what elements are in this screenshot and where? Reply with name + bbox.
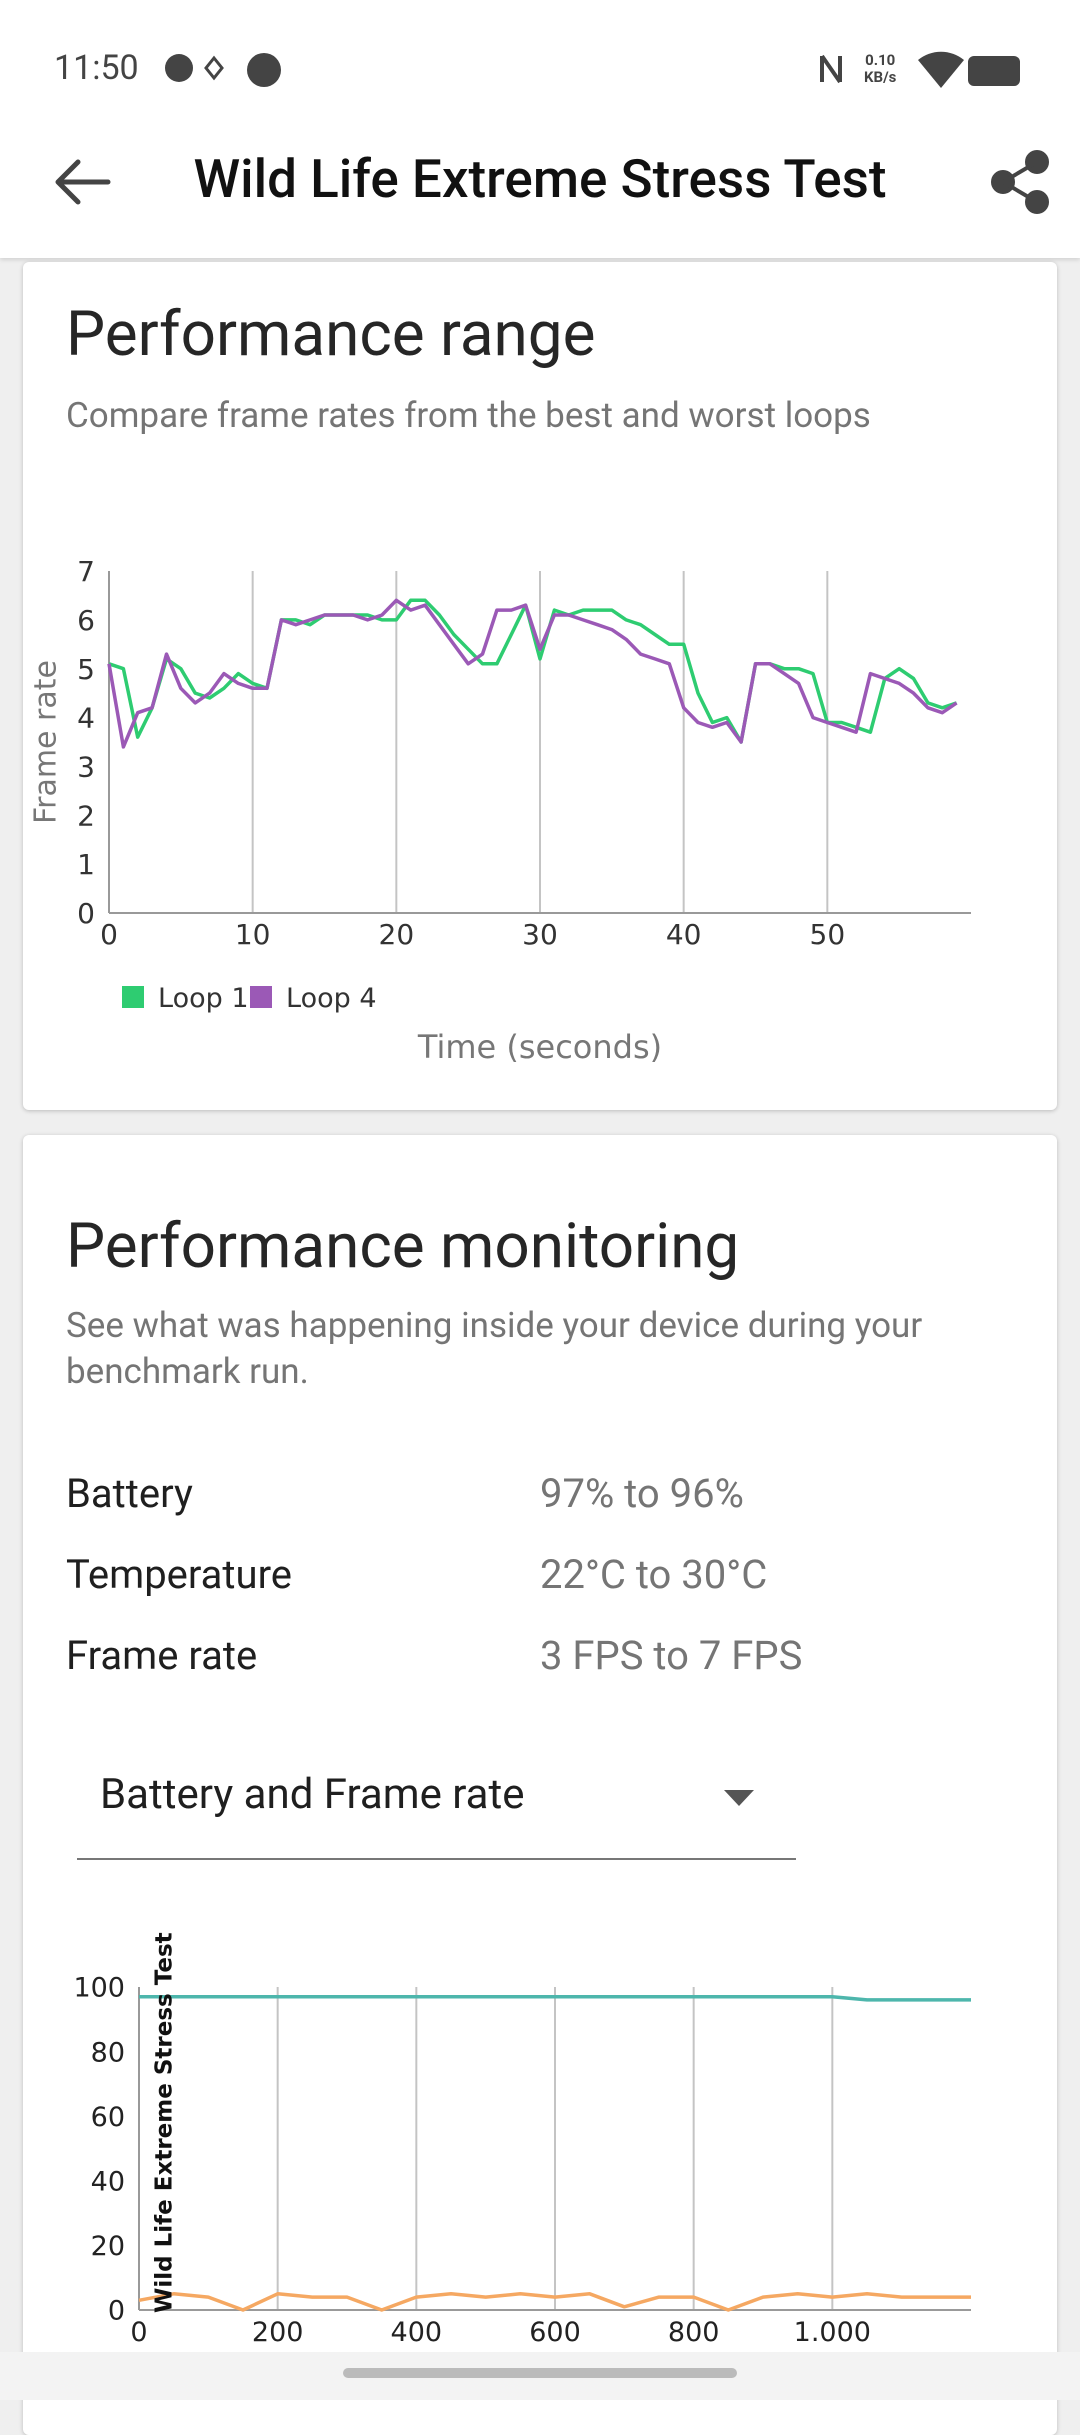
net-speed-value: 0.10 [865, 51, 896, 69]
x-tick-label: 1.000 [794, 2317, 871, 2348]
status-icon [247, 53, 281, 87]
row-label: Frame rate [66, 1632, 258, 1679]
x-tick-label: 50 [810, 918, 846, 951]
annotation: Wild Life Extreme Stress Test [152, 1932, 178, 2313]
status-icon [165, 54, 193, 82]
header-title: Wild Life Extreme Stress Test [193, 148, 887, 210]
x-axis-label: Time (seconds) [417, 1028, 662, 1066]
monitoring-subtitle: See what was happening inside your devic… [66, 1305, 923, 1392]
data-line [139, 1994, 971, 2002]
x-tick-label: 10 [235, 918, 271, 951]
data-line [138, 2292, 971, 2312]
home-handle[interactable] [343, 2368, 737, 2378]
row-value: 22°C to 30°C [540, 1551, 768, 1598]
y-tick-label: 1 [77, 848, 95, 881]
y-tick-label: 4 [77, 702, 95, 735]
data-line [107, 598, 958, 749]
y-axis-label: Frame rate [29, 660, 64, 824]
row-label: Temperature [66, 1551, 292, 1598]
row-value: 3 FPS to 7 FPS [540, 1632, 803, 1679]
y-tick-label: 2 [77, 799, 95, 832]
dropdown[interactable]: Battery and Frame rate [77, 1766, 796, 1860]
monitoring-card [23, 1135, 1057, 2435]
x-tick-label: 400 [391, 2317, 443, 2348]
y-tick-label: 0 [108, 2296, 125, 2327]
top-bar [0, 0, 1080, 258]
x-tick-label: 0 [100, 918, 118, 951]
nfc-icon [820, 54, 842, 84]
monitoring-title: Performance monitoring [66, 1210, 740, 1283]
status-icon [204, 55, 224, 81]
dropdown-text: Battery and Frame rate [100, 1770, 525, 1819]
y-tick-label: 3 [77, 751, 95, 784]
y-tick-label: 7 [77, 555, 95, 588]
x-tick-label: 30 [522, 918, 558, 951]
wifi-icon [918, 51, 964, 88]
bar-icons [55, 51, 1049, 214]
share-button[interactable] [991, 150, 1049, 214]
status-time: 11:50 [54, 48, 139, 88]
y-tick-label: 5 [77, 653, 95, 686]
dropdown-arrow [724, 1790, 754, 1806]
x-tick-label: 20 [379, 918, 415, 951]
legend-swatch [122, 986, 144, 1008]
y-tick-label: 60 [91, 2102, 125, 2133]
data-line [108, 598, 958, 744]
net-speed-unit: KB/s [864, 68, 897, 86]
row-label: Battery [66, 1470, 193, 1517]
legend-label: Loop 1 [158, 983, 249, 1014]
x-tick-label: 0 [130, 2317, 147, 2348]
x-tick-label: 200 [252, 2317, 304, 2348]
net-speed: 0.10 KB/s [864, 52, 896, 86]
y-tick-label: 0 [77, 897, 95, 930]
y-tick-label: 6 [77, 604, 95, 637]
y-tick-label: 80 [91, 2037, 125, 2068]
battery-icon [968, 56, 1020, 86]
legend-label: Loop 4 [286, 983, 377, 1014]
back-button[interactable] [55, 159, 111, 205]
y-tick-label: 40 [91, 2167, 125, 2198]
range-subtitle: Compare frame rates from the best and wo… [66, 395, 871, 436]
legend-swatch [250, 986, 272, 1008]
x-tick-label: 800 [668, 2317, 720, 2348]
y-tick-label: 20 [91, 2231, 125, 2262]
x-tick-label: 40 [666, 918, 702, 951]
range-title: Performance range [66, 298, 596, 371]
row-value: 97% to 96% [540, 1470, 744, 1517]
x-tick-label: 600 [529, 2317, 581, 2348]
y-tick-label: 100 [73, 1973, 125, 2004]
